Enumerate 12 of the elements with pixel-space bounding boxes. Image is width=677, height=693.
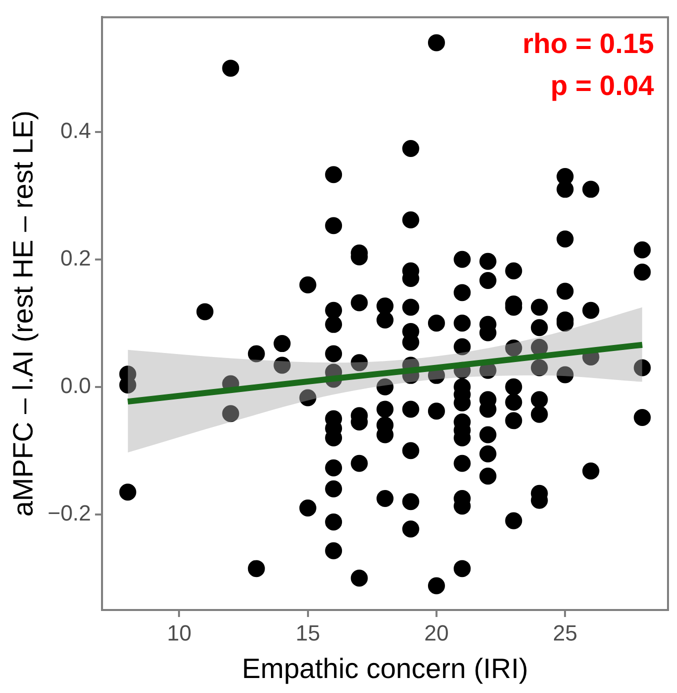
- y-axis-title: aMPFC – l.AI (rest HE – rest LE): [8, 110, 39, 517]
- x-tick-label: 20: [424, 620, 449, 646]
- y-tick-label: 0.0: [60, 372, 92, 398]
- annotation: p = 0.04: [550, 70, 654, 101]
- x-tick-label: 25: [552, 620, 578, 646]
- x-axis-title: Empathic concern (IRI): [242, 652, 528, 684]
- annotation: rho = 0.15: [522, 28, 654, 59]
- y-tick-label: 0.2: [60, 245, 92, 270]
- y-tick-label: −0.2: [48, 500, 92, 526]
- y-tick-label: 0.4: [60, 118, 92, 143]
- x-tick-label: 10: [166, 620, 192, 646]
- x-tick-label: 15: [296, 620, 320, 646]
